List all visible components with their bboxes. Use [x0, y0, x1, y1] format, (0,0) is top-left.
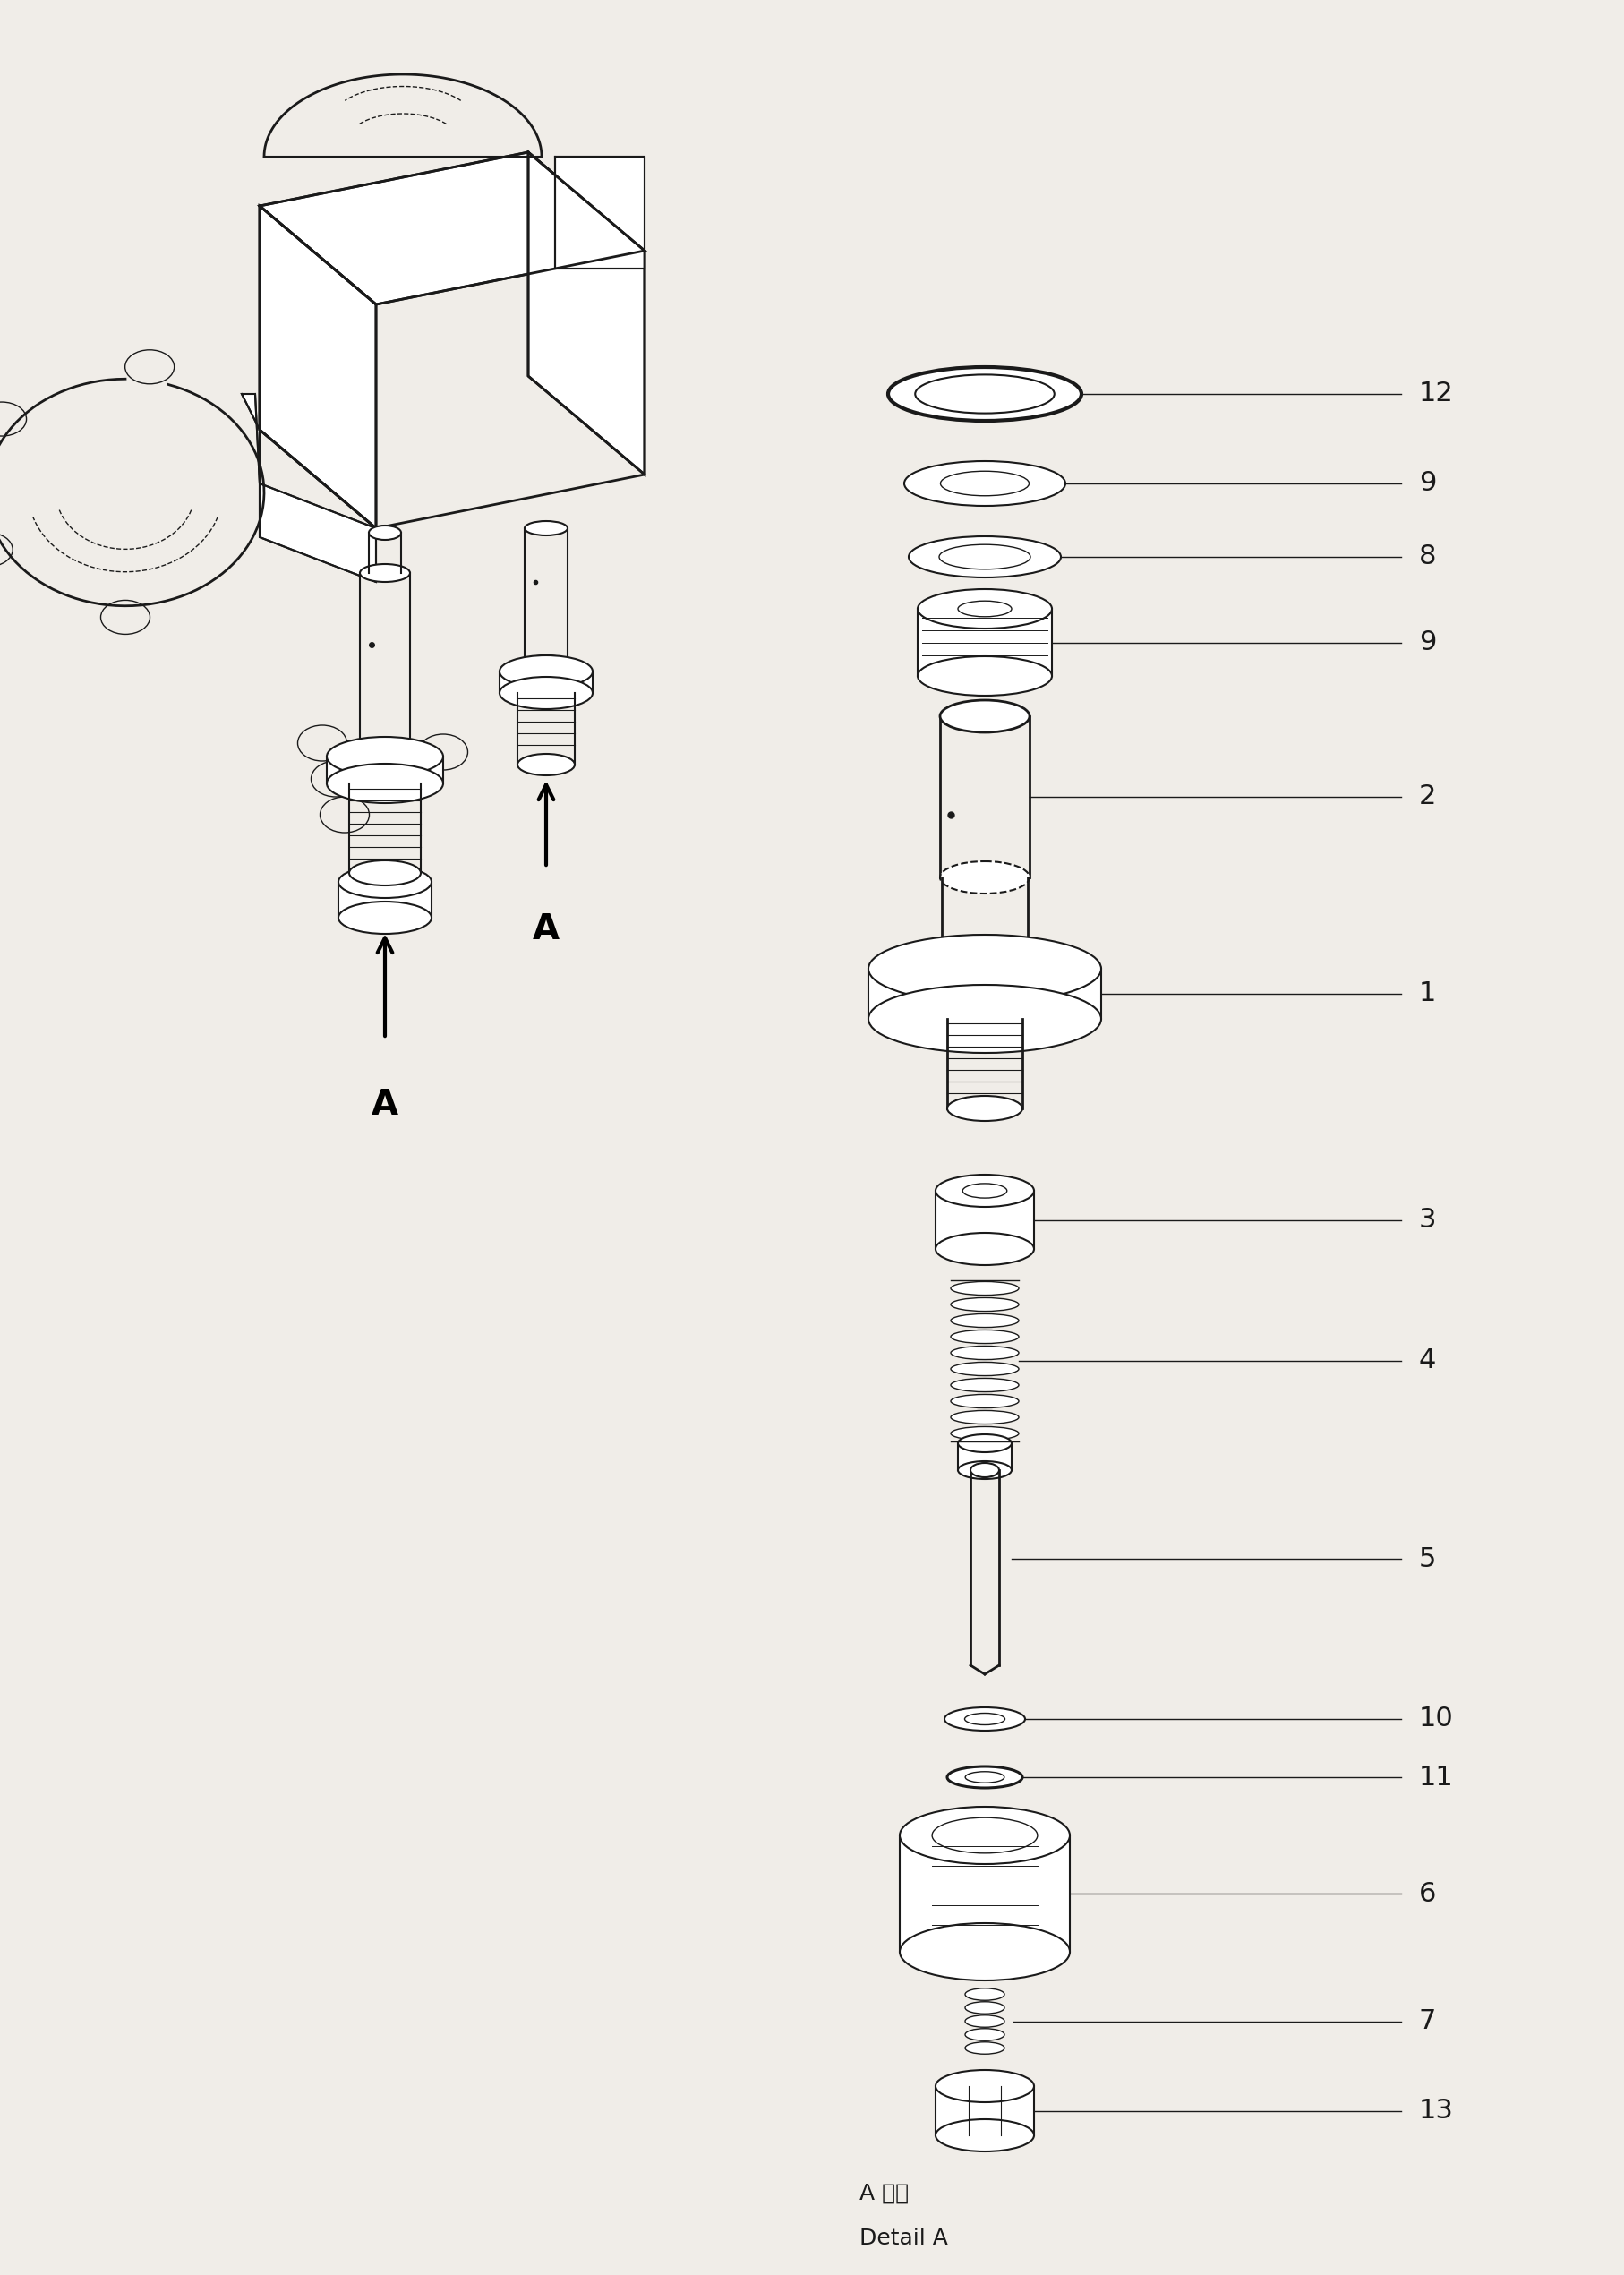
Ellipse shape	[965, 1713, 1005, 1724]
Bar	[338, 883, 432, 917]
Bar	[935, 2086, 1034, 2136]
Ellipse shape	[900, 1806, 1070, 1863]
Ellipse shape	[965, 2002, 1005, 2013]
Polygon shape	[242, 394, 377, 582]
Ellipse shape	[525, 521, 568, 535]
Ellipse shape	[500, 655, 593, 687]
Ellipse shape	[935, 1174, 1034, 1206]
Bar	[500, 671, 593, 694]
Text: 7: 7	[1419, 2009, 1436, 2034]
Ellipse shape	[326, 764, 443, 803]
Ellipse shape	[361, 564, 409, 582]
Ellipse shape	[900, 1922, 1070, 1982]
Text: 10: 10	[1419, 1706, 1453, 1731]
Text: A: A	[372, 1087, 398, 1122]
Ellipse shape	[958, 1461, 1012, 1479]
Ellipse shape	[869, 985, 1101, 1053]
Ellipse shape	[918, 589, 1052, 628]
Ellipse shape	[500, 678, 593, 710]
Ellipse shape	[950, 1379, 1018, 1392]
Ellipse shape	[869, 935, 1101, 1003]
Polygon shape	[260, 152, 645, 305]
Ellipse shape	[950, 1347, 1018, 1360]
Text: 9: 9	[1419, 630, 1436, 655]
Polygon shape	[260, 207, 377, 528]
Text: 4: 4	[1419, 1347, 1436, 1374]
Ellipse shape	[940, 471, 1030, 496]
Text: Detail A: Detail A	[859, 2227, 948, 2250]
Ellipse shape	[940, 862, 1030, 894]
Ellipse shape	[361, 744, 409, 762]
Ellipse shape	[947, 1765, 1023, 1788]
Ellipse shape	[935, 1233, 1034, 1265]
Text: 3: 3	[1419, 1206, 1437, 1233]
Ellipse shape	[950, 1363, 1018, 1376]
Ellipse shape	[525, 655, 568, 669]
Ellipse shape	[950, 1395, 1018, 1408]
Text: 12: 12	[1419, 380, 1453, 407]
Text: 13: 13	[1419, 2098, 1453, 2123]
Text: 8: 8	[1419, 544, 1437, 569]
Ellipse shape	[950, 1281, 1018, 1294]
Text: 5: 5	[1419, 1545, 1436, 1572]
Ellipse shape	[932, 1818, 1038, 1854]
Ellipse shape	[326, 737, 443, 776]
Polygon shape	[528, 152, 645, 475]
Ellipse shape	[940, 701, 1030, 733]
Ellipse shape	[935, 2070, 1034, 2102]
Text: 1: 1	[1419, 981, 1436, 1008]
Ellipse shape	[947, 1097, 1023, 1122]
Bar	[918, 610, 1052, 676]
Ellipse shape	[950, 1315, 1018, 1326]
Ellipse shape	[338, 867, 432, 899]
Ellipse shape	[965, 1772, 1004, 1784]
Ellipse shape	[935, 2120, 1034, 2152]
Ellipse shape	[518, 753, 575, 776]
Ellipse shape	[338, 901, 432, 933]
Ellipse shape	[950, 1426, 1018, 1440]
Text: 11: 11	[1419, 1763, 1453, 1790]
Bar	[326, 758, 443, 783]
Ellipse shape	[945, 1706, 1025, 1731]
Text: 9: 9	[1419, 471, 1436, 496]
Ellipse shape	[950, 1331, 1018, 1345]
Ellipse shape	[971, 1463, 999, 1476]
Polygon shape	[555, 157, 645, 268]
Ellipse shape	[950, 1297, 1018, 1310]
Ellipse shape	[905, 462, 1065, 505]
Bar	[958, 1442, 1012, 1470]
Bar	[935, 1190, 1034, 1249]
Ellipse shape	[950, 1411, 1018, 1424]
Text: A 詳細: A 詳細	[859, 2182, 909, 2204]
Ellipse shape	[918, 655, 1052, 696]
Text: 6: 6	[1419, 1881, 1436, 1906]
Ellipse shape	[958, 1433, 1012, 1451]
Ellipse shape	[958, 601, 1012, 617]
Ellipse shape	[965, 2043, 1005, 2054]
Text: 2: 2	[1419, 785, 1436, 810]
Ellipse shape	[963, 1183, 1007, 1199]
Ellipse shape	[369, 526, 401, 539]
Ellipse shape	[965, 2016, 1005, 2027]
Ellipse shape	[965, 1988, 1005, 2000]
Ellipse shape	[965, 2029, 1005, 2041]
Ellipse shape	[909, 537, 1060, 578]
Ellipse shape	[888, 366, 1082, 421]
Ellipse shape	[939, 544, 1031, 569]
Text: A: A	[533, 912, 560, 946]
Bar	[869, 969, 1101, 1019]
Bar	[900, 1836, 1070, 1952]
Ellipse shape	[349, 860, 421, 885]
Ellipse shape	[916, 375, 1054, 414]
